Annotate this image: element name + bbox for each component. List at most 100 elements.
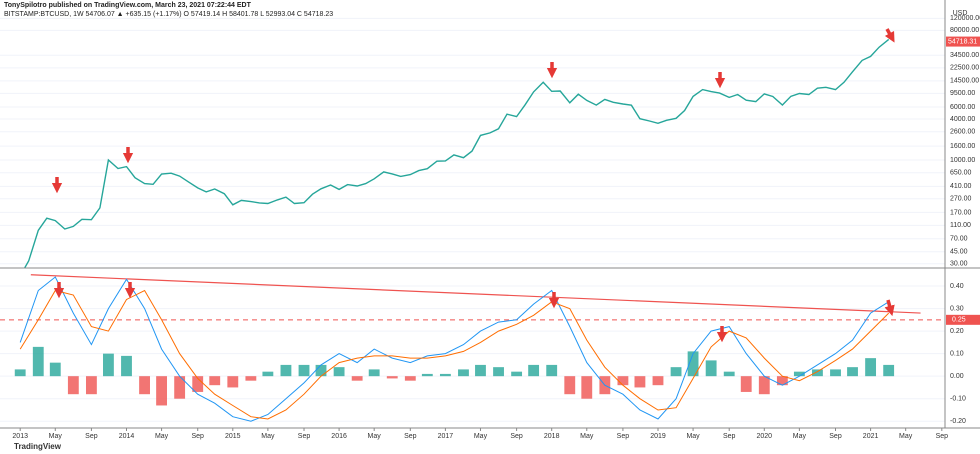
histogram-bar	[564, 376, 576, 395]
brand: TradingView	[14, 442, 62, 451]
histogram-bar	[652, 376, 664, 386]
histogram-bar	[386, 376, 398, 379]
histogram-bar	[687, 351, 699, 377]
histogram-bar	[511, 371, 523, 377]
histogram-bar	[245, 376, 257, 381]
y-tick-label: 0.10	[950, 350, 964, 357]
x-tick-label: Sep	[510, 433, 523, 440]
histogram-bar	[723, 371, 735, 377]
x-tick-label: May	[155, 433, 169, 440]
histogram-bar	[670, 367, 682, 377]
y-tick-label: 0.30	[950, 305, 964, 312]
y-tick-label: 30.00	[950, 261, 968, 268]
level-badge	[946, 314, 980, 325]
x-tick-label: May	[793, 433, 807, 440]
x-tick-label: Sep	[936, 433, 949, 440]
histogram-bar	[14, 369, 26, 377]
histogram-bar	[705, 360, 717, 377]
x-tick-label: May	[580, 433, 594, 440]
histogram-bar	[67, 376, 79, 395]
x-tick-label: 2019	[650, 433, 666, 440]
series-line	[23, 38, 890, 268]
y-tick-label: -0.20	[950, 418, 966, 425]
histogram-bar	[156, 376, 167, 406]
histogram-bar	[333, 367, 345, 377]
x-tick-label: May	[686, 433, 700, 440]
macd-pane	[0, 274, 945, 422]
x-tick-label: Sep	[191, 433, 204, 440]
x-tick-label: 2015	[225, 433, 241, 440]
histogram-bar	[847, 367, 858, 377]
histogram-bar	[475, 364, 486, 377]
currency: USD	[953, 10, 968, 17]
last-price-badge	[946, 36, 980, 47]
x-tick-label: Sep	[829, 433, 842, 440]
y-tick-label: 0.00	[950, 373, 964, 380]
histogram-bar	[315, 364, 327, 377]
histogram-bar	[493, 367, 504, 377]
trendline	[30, 274, 921, 314]
histogram-bar	[85, 376, 97, 395]
y-tick-label: 120000.00	[950, 15, 980, 22]
arrow	[884, 299, 895, 317]
histogram-bar	[209, 376, 221, 386]
histogram-bar	[883, 364, 895, 377]
histogram-bar	[368, 369, 380, 377]
histogram-bar	[546, 364, 558, 377]
x-tick-label: May	[474, 433, 488, 440]
y-tick-label: 80000.00	[950, 27, 979, 34]
histogram-bar	[865, 358, 877, 377]
y-tick-label: 14500.00	[950, 78, 979, 85]
histogram-bar	[351, 376, 363, 381]
histogram-bar	[439, 373, 451, 377]
histogram-bar	[103, 353, 114, 377]
x-tick-label: May	[368, 433, 382, 440]
histogram-bar	[793, 371, 805, 377]
histogram-bar	[32, 346, 44, 377]
histogram-bar	[121, 355, 132, 377]
y-tick-label: 410.00	[950, 183, 972, 190]
y-tick-label: 0.20	[950, 328, 964, 335]
histogram-bar	[298, 364, 310, 377]
y-tick-label: 70.00	[950, 236, 968, 243]
y-tick-label: 1000.00	[950, 157, 975, 164]
x-tick-label: Sep	[723, 433, 736, 440]
y-tick-label: 6000.00	[950, 104, 975, 111]
y-tick-label: 0.40	[950, 283, 964, 290]
x-tick-label: Sep	[404, 433, 417, 440]
symbol-info: BITSTAMP:BTCUSD, 1W 54706.07 ▲ +635.15 (…	[4, 11, 333, 18]
histogram-bar	[262, 371, 274, 377]
arrows	[51, 28, 895, 343]
y-tick-label: 270.00	[950, 196, 972, 203]
histogram-bar	[458, 369, 469, 377]
histogram-bar	[280, 364, 292, 377]
x-tick-label: 2014	[119, 433, 135, 440]
x-tick-label: 2018	[544, 433, 560, 440]
histogram-bar	[740, 376, 752, 392]
histogram-bar	[758, 376, 770, 395]
histogram-bar	[634, 376, 646, 388]
y-tick-label: 650.00	[950, 170, 972, 177]
histogram-bar	[404, 376, 416, 381]
y-tick-label: 2600.00	[950, 129, 975, 136]
arrow	[884, 28, 895, 43]
x-tick-label: 2020	[757, 433, 773, 440]
histogram-bar	[776, 376, 788, 386]
x-tick-label: 2021	[863, 433, 879, 440]
x-tick-label: Sep	[298, 433, 311, 440]
y-tick-label: 1600.00	[950, 143, 975, 150]
y-tick-label: 9500.00	[950, 90, 975, 97]
histogram-bar	[617, 376, 629, 386]
histogram-bar	[174, 376, 186, 399]
histogram-bar	[49, 362, 61, 377]
x-tick-label: Sep	[617, 433, 630, 440]
price-pane	[0, 17, 945, 268]
y-tick-label: -0.10	[950, 396, 966, 403]
histogram-bar	[227, 376, 239, 388]
series-line	[19, 289, 890, 420]
axes: 120000.00 80000.00 34500.00 22500.00 14500.0…	[12, 15, 980, 440]
y-tick-label: 22500.00	[950, 65, 979, 72]
y-tick-label: 170.00	[950, 209, 972, 216]
author: TonySpilotro published on TradingView.co…	[4, 2, 252, 9]
last-price-label: 54718.31	[948, 38, 977, 45]
